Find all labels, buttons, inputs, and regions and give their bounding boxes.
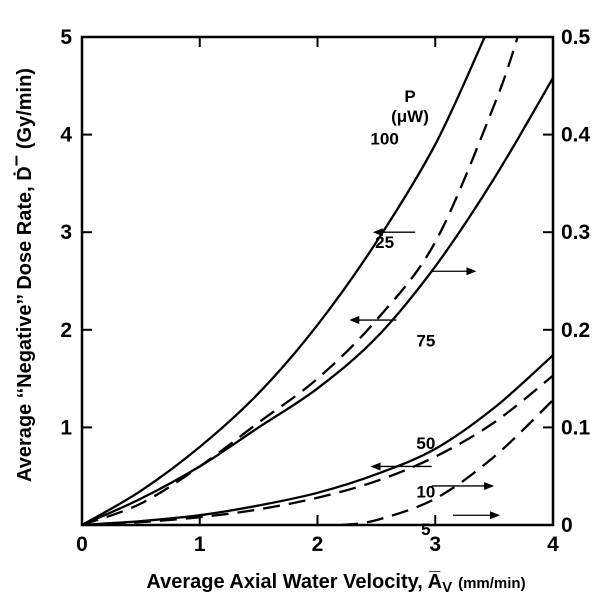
y-axis-label-unit: (Gy/min): [14, 68, 36, 149]
series-line-50: [82, 354, 553, 525]
y-axis-label: Average ‘‘Negative’’ Dose Rate, Ḋ– (Gy/mi…: [5, 68, 36, 482]
x-axis-label-main: Average Axial Water Velocity, A̅: [146, 571, 442, 593]
y-left-tick-label: 3: [60, 221, 72, 244]
indicator-arrowhead-50: [370, 462, 381, 471]
x-tick-label: 1: [194, 533, 206, 556]
x-tick-label: 3: [429, 533, 441, 556]
x-tick-label: 4: [547, 533, 559, 556]
curve-label-5: 5: [421, 520, 430, 539]
series-line-75: [82, 77, 553, 525]
series-line-5: [340, 399, 553, 525]
indicator-arrowhead-75: [349, 316, 360, 325]
y-right-tick-label: 0.4: [561, 124, 591, 147]
y-left-tick-label: 2: [60, 319, 72, 342]
indicator-arrowhead-100: [372, 228, 383, 237]
y-left-tick-label: 4: [60, 124, 72, 147]
series-line-25: [82, 37, 519, 525]
plot-frame: [80, 35, 555, 527]
series-line-100: [82, 37, 486, 525]
curve-label-100: 100: [370, 129, 398, 148]
x-axis-label-subscript: V: [442, 579, 452, 596]
x-axis-label-unit: (mm/min): [458, 575, 526, 592]
ticks-layer: [81, 36, 554, 526]
y-right-tick-label: 0.5: [561, 26, 591, 49]
curve-labels-layer: 100 25 75 50 10 5: [370, 129, 435, 538]
legend-title: P: [404, 87, 415, 106]
curve-label-75: 75: [416, 331, 435, 350]
y-left-tick-label: 1: [60, 416, 72, 439]
y-axis-label-superscript: –: [5, 155, 27, 166]
y-left-tick-label: 5: [60, 26, 72, 49]
curve-label-10: 10: [416, 483, 435, 502]
indicator-arrowhead-25: [466, 267, 477, 276]
indicator-arrows-layer: [349, 228, 501, 520]
y-right-tick-label: 0.3: [561, 221, 590, 244]
x-axis-label: Average Axial Water Velocity, A̅V (mm/min…: [146, 571, 525, 596]
curve-label-25: 25: [375, 233, 394, 252]
indicator-arrowhead-10: [484, 481, 495, 490]
x-tick-label: 2: [312, 533, 324, 556]
indicator-arrowhead-5: [490, 511, 501, 520]
y-right-tick-label: 0: [561, 514, 573, 537]
x-tick-label: 0: [76, 533, 88, 556]
y-right-tick-label: 0.1: [561, 416, 591, 439]
curves-layer: [82, 37, 553, 525]
y-right-tick-label: 0.2: [561, 319, 590, 342]
y-axis-label-main: Average ‘‘Negative’’ Dose Rate, Ḋ: [13, 166, 36, 482]
legend-unit: (μW): [391, 107, 429, 126]
curve-label-50: 50: [416, 434, 435, 453]
series-line-10: [82, 374, 553, 525]
